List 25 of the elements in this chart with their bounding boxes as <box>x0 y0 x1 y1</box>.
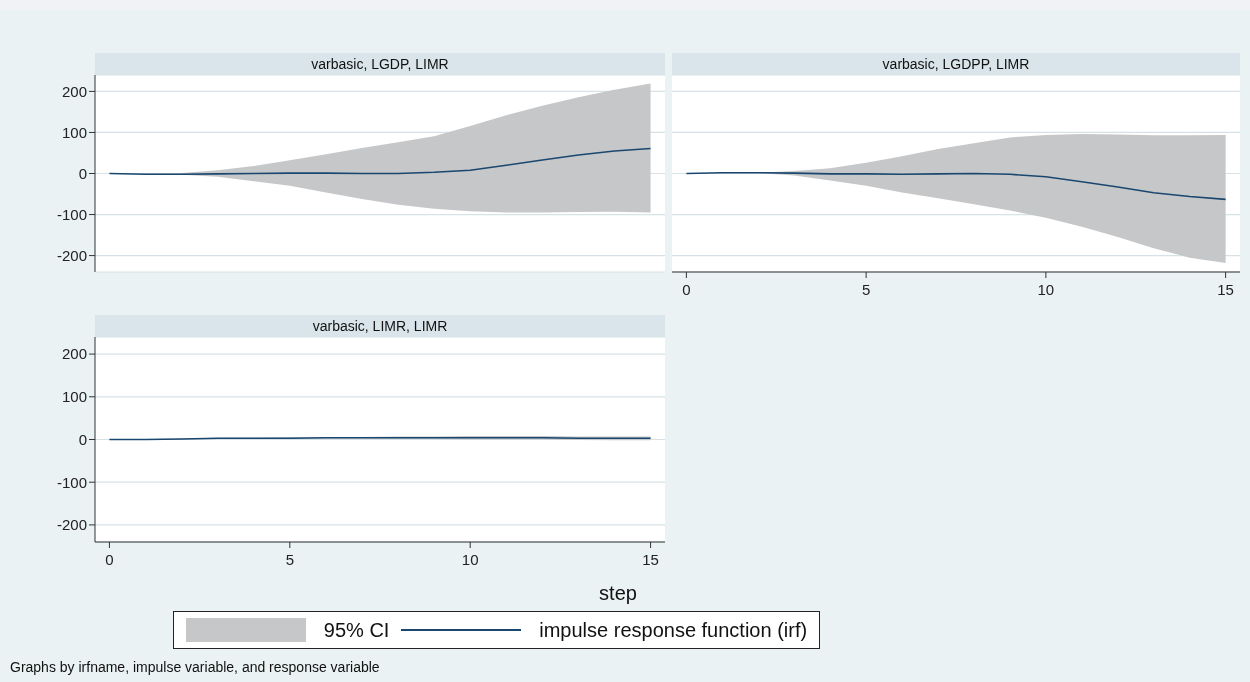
y-tick-label: -100 <box>56 473 87 491</box>
y-tick-label: 200 <box>61 345 87 363</box>
x-tick-label: 0 <box>105 550 114 568</box>
x-tick-label: 5 <box>285 550 294 568</box>
text: Graphs by irfname, impulse variable, and response variable <box>10 659 380 675</box>
y-tick-label: 100 <box>61 388 87 406</box>
y-tick-label: 0 <box>78 430 87 448</box>
y-tick-label: 100 <box>61 123 87 141</box>
text: impulse response function (irf) <box>539 618 808 642</box>
x-tick-label: 15 <box>642 550 659 568</box>
chart-title: varbasic, LGDPP, LIMR <box>672 53 1240 75</box>
y-tick-label: -200 <box>56 246 87 264</box>
chart-title: varbasic, LIMR, LIMR <box>95 315 665 337</box>
y-tick-label: -100 <box>56 205 87 223</box>
x-tick-label: 5 <box>861 280 871 298</box>
x-tick-label: 10 <box>1037 280 1055 298</box>
y-tick-label: -200 <box>56 516 87 534</box>
y-tick-label: 200 <box>61 82 87 100</box>
x-tick-label: 15 <box>1217 280 1234 298</box>
x-tick-label: 0 <box>682 280 691 298</box>
text: 95% CI <box>323 618 390 642</box>
x-tick-label: 10 <box>461 550 479 568</box>
y-tick-label: 0 <box>78 164 87 182</box>
chart-title: varbasic, LGDP, LIMR <box>95 53 665 75</box>
x-axis-title: step <box>598 582 638 605</box>
